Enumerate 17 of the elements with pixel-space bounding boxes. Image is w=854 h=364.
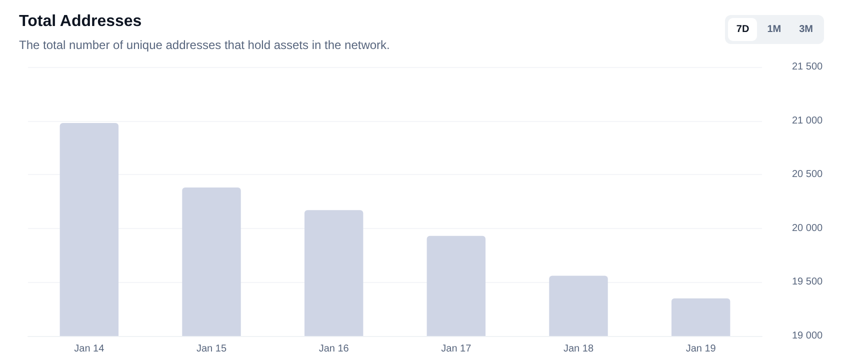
chart-title: Total Addresses — [19, 13, 142, 31]
text: 1M — [766, 23, 782, 37]
chart-subtitle: The total number of unique addresses that hold assets in the network. — [19, 38, 390, 52]
y-tick-label: 20 000 — [792, 222, 824, 234]
text: 3M — [798, 23, 814, 37]
x-tick-label: Jan 17 — [441, 344, 472, 354]
y-tick-label: 21 500 — [792, 62, 824, 72]
y-tick-label: 21 000 — [792, 115, 824, 126]
x-tick-label: Jan 16 — [318, 344, 350, 354]
x-tick-label: Jan 18 — [563, 344, 594, 354]
y-tick-label: 20 500 — [792, 169, 824, 180]
x-tick-label: Jan 15 — [196, 344, 227, 354]
text: 7D — [728, 18, 758, 41]
y-tick-label: 19 000 — [792, 330, 824, 342]
x-tick-label: Jan 14 — [74, 344, 105, 354]
x-tick-label: Jan 19 — [686, 344, 716, 354]
y-tick-label: 19 500 — [792, 276, 824, 288]
